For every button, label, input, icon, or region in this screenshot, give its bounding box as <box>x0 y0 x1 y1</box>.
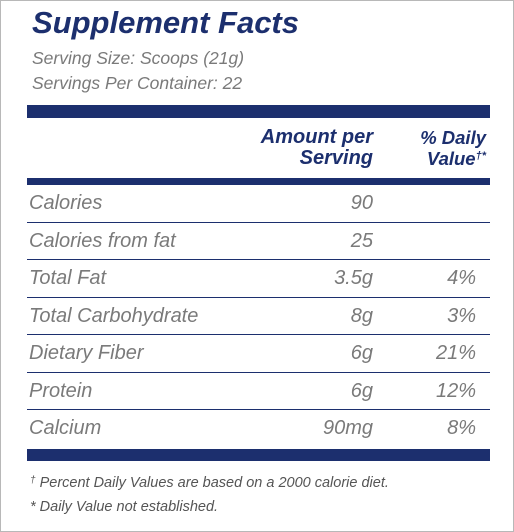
amount-header-line1: Amount per <box>260 126 373 148</box>
bottom-divider-bar <box>27 449 490 461</box>
nutrient-name: Calcium <box>29 417 102 439</box>
nutrient-name: Total Carbohydrate <box>29 304 199 327</box>
daily-value-header: % Daily Value†* <box>376 127 486 169</box>
nutrient-name: Calories <box>29 192 103 214</box>
daily-header-line2: Value†* <box>376 148 486 169</box>
table-row: Calories from fat 25 <box>27 223 490 260</box>
serving-size: Serving Size: Scoops (21g) <box>32 48 245 68</box>
table-row: Calories 90 <box>27 185 490 223</box>
table-row: Calcium 90mg 8% <box>27 410 490 448</box>
top-divider-bar <box>27 105 490 118</box>
nutrient-name: Protein <box>29 379 93 402</box>
nutrient-daily-value: 4% <box>447 267 476 289</box>
nutrient-amount: 3.5g <box>334 267 373 289</box>
nutrient-amount: 90mg <box>322 417 373 439</box>
nutrient-table: Calories 90 Calories from fat 25 Total F… <box>27 185 490 448</box>
amount-header-line2: Serving <box>299 147 373 169</box>
nutrient-name: Dietary Fiber <box>29 342 144 364</box>
footnote-daily-values: † Percent Daily Values are based on a 20… <box>30 475 389 491</box>
nutrient-daily-value: 3% <box>447 304 476 327</box>
nutrient-amount: 8g <box>350 304 373 327</box>
nutrient-daily-value: 21% <box>435 342 476 364</box>
footnote-not-established: * Daily Value not established. <box>30 499 219 515</box>
daily-header-line1: % Daily <box>420 127 486 148</box>
table-row: Total Fat 3.5g 4% <box>27 260 490 298</box>
daily-header-marks: †* <box>475 150 486 162</box>
nutrient-amount: 25 <box>350 229 373 252</box>
nutrient-name: Total Fat <box>29 267 107 289</box>
footnote-daily-values-text: Percent Daily Values are based on a 2000… <box>35 475 389 491</box>
servings-per-container: Servings Per Container: 22 <box>32 73 243 93</box>
daily-header-value-text: Value <box>426 148 476 169</box>
nutrient-amount: 90 <box>350 192 373 214</box>
header-divider-bar <box>27 178 490 185</box>
nutrient-daily-value: 12% <box>435 379 476 402</box>
table-row: Protein 6g 12% <box>27 373 490 410</box>
amount-per-serving-header: Amount per Serving <box>203 127 373 169</box>
nutrient-daily-value: 8% <box>447 417 476 439</box>
table-row: Dietary Fiber 6g 21% <box>27 335 490 373</box>
nutrient-amount: 6g <box>350 379 373 402</box>
nutrient-name: Calories from fat <box>29 229 176 252</box>
nutrient-amount: 6g <box>350 342 373 364</box>
dagger-mark: † <box>30 475 36 486</box>
table-row: Total Carbohydrate 8g 3% <box>27 298 490 335</box>
label-title: Supplement Facts <box>32 5 299 40</box>
